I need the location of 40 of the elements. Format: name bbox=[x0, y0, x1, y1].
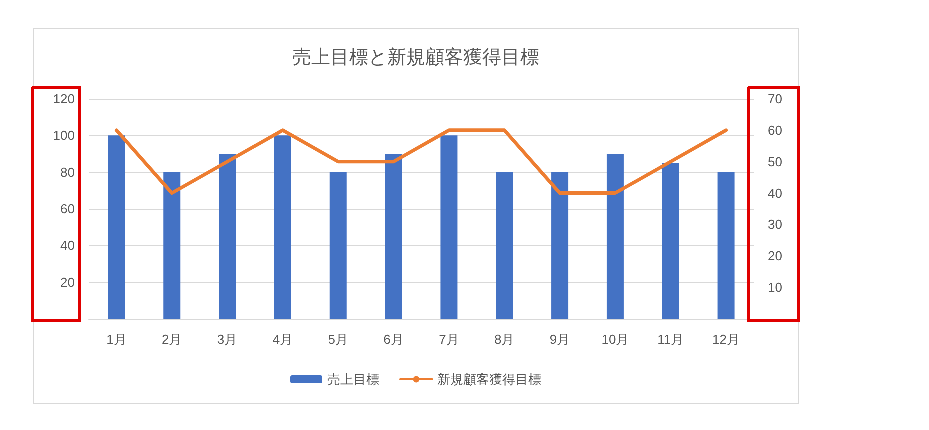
legend-label: 売上目標 bbox=[328, 372, 380, 387]
x-tick-label: 6月 bbox=[384, 332, 404, 347]
bar bbox=[606, 154, 624, 319]
x-tick-label: 7月 bbox=[439, 332, 460, 347]
y2-tick-label: 70 bbox=[768, 92, 782, 106]
y-tick-label: 40 bbox=[60, 238, 75, 254]
y2-tick-label: 20 bbox=[768, 248, 782, 264]
y2-tick-label: 40 bbox=[768, 186, 782, 201]
x-tick-label: 1月 bbox=[106, 332, 127, 347]
bar bbox=[219, 154, 236, 319]
bar bbox=[662, 163, 680, 319]
x-tick-label: 5月 bbox=[328, 332, 348, 347]
bar bbox=[164, 172, 181, 319]
y2-tick-label: 50 bbox=[768, 154, 782, 170]
x-tick-label: 9月 bbox=[550, 332, 570, 347]
y2-tick-label: 30 bbox=[768, 217, 782, 232]
bar bbox=[274, 136, 292, 319]
chart-title: 売上目標と新規顧客獲得目標 bbox=[292, 46, 540, 68]
bar bbox=[718, 172, 735, 319]
y-tick-label: 80 bbox=[60, 164, 75, 180]
x-tick-label: 10月 bbox=[602, 332, 630, 347]
bar bbox=[552, 172, 569, 319]
x-tick-label: 4月 bbox=[272, 332, 294, 347]
bar bbox=[330, 172, 347, 319]
bar bbox=[108, 136, 126, 319]
x-tick-label: 3月 bbox=[217, 332, 238, 347]
x-tick-label: 12月 bbox=[712, 332, 740, 347]
y-tick-label: 100 bbox=[53, 128, 75, 144]
bar bbox=[496, 172, 514, 319]
legend-label: 新規顧客獲得目標 bbox=[438, 372, 542, 387]
y2-tick-label: 10 bbox=[768, 280, 782, 296]
x-tick-label: 11月 bbox=[658, 332, 684, 347]
y2-tick-label: 60 bbox=[768, 122, 782, 138]
y-tick-label: 120 bbox=[53, 92, 75, 106]
x-tick-label: 8月 bbox=[494, 332, 515, 347]
y-tick-label: 60 bbox=[60, 202, 75, 216]
bar bbox=[440, 136, 458, 319]
y-tick-label: 20 bbox=[60, 274, 75, 290]
bar bbox=[385, 154, 402, 319]
x-tick-label: 2月 bbox=[162, 332, 182, 347]
